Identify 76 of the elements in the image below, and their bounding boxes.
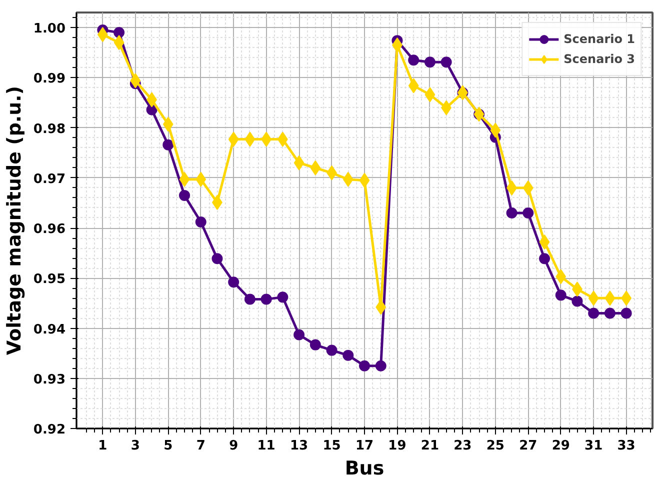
legend-label: Scenario 1 (564, 32, 635, 46)
x-tick-label: 7 (196, 438, 206, 454)
x-tick-label: 27 (519, 438, 538, 454)
point (196, 172, 206, 187)
point (212, 253, 223, 264)
point (342, 350, 354, 361)
point (424, 87, 436, 102)
point (572, 296, 583, 307)
point (228, 276, 240, 288)
y-tick-label: 0.97 (33, 172, 66, 187)
point (179, 190, 190, 201)
point (130, 73, 141, 88)
point (260, 294, 272, 305)
point (277, 292, 288, 303)
x-tick-label: 29 (552, 438, 570, 454)
point (506, 207, 518, 218)
point (310, 160, 321, 176)
point (522, 207, 534, 218)
y-axis-title: Voltage magnitude (p.u.) (3, 86, 26, 356)
point (620, 308, 632, 319)
point (162, 139, 174, 150)
x-tick-label: 13 (290, 438, 308, 454)
point (539, 234, 550, 250)
point (440, 56, 452, 68)
point (162, 116, 174, 132)
point (522, 180, 534, 196)
point (588, 308, 600, 319)
point (114, 35, 124, 50)
point (310, 339, 321, 350)
y-tick-label: 0.94 (33, 322, 66, 338)
y-tick-label: 1.00 (33, 22, 66, 37)
point (376, 300, 386, 315)
point (375, 360, 386, 372)
legend-label: Scenario 3 (564, 52, 635, 66)
x-tick-label: 25 (486, 438, 504, 454)
point (490, 122, 501, 138)
point (539, 253, 550, 264)
x-tick-label: 15 (322, 438, 341, 454)
point (228, 132, 239, 147)
point (604, 290, 616, 306)
point (359, 172, 370, 188)
x-tick-label: 31 (584, 438, 603, 454)
point (195, 216, 206, 228)
point (244, 132, 256, 147)
point (179, 172, 190, 187)
point (556, 269, 566, 284)
x-tick-label: 9 (229, 438, 238, 454)
x-tick-label: 17 (355, 438, 374, 454)
x-tick-label: 19 (388, 438, 406, 454)
point (424, 56, 436, 68)
y-tick-label: 0.95 (33, 272, 66, 288)
point (326, 344, 338, 356)
x-tick-label: 11 (257, 438, 276, 454)
point (294, 329, 305, 340)
y-tick-label: 0.93 (33, 372, 66, 388)
point (114, 27, 125, 38)
x-tick-label: 3 (130, 438, 140, 454)
point (604, 308, 616, 319)
x-tick-label: 1 (98, 438, 108, 454)
point (408, 54, 420, 66)
point (294, 155, 304, 170)
y-tick-label: 0.98 (33, 122, 66, 137)
point (588, 290, 599, 306)
x-tick-label: 23 (454, 438, 472, 454)
point (359, 360, 370, 372)
point (342, 172, 354, 187)
x-tick-label: 5 (164, 438, 173, 454)
y-tick-label: 0.96 (33, 222, 66, 238)
x-tick-label: 33 (617, 438, 636, 454)
x-tick-label: 21 (420, 438, 440, 454)
y-tick-label: 0.92 (33, 422, 66, 438)
point (244, 294, 256, 305)
point (555, 290, 566, 301)
y-tick-label: 0.99 (33, 72, 66, 87)
point (408, 78, 419, 94)
x-axis-title: Bus (344, 458, 384, 480)
